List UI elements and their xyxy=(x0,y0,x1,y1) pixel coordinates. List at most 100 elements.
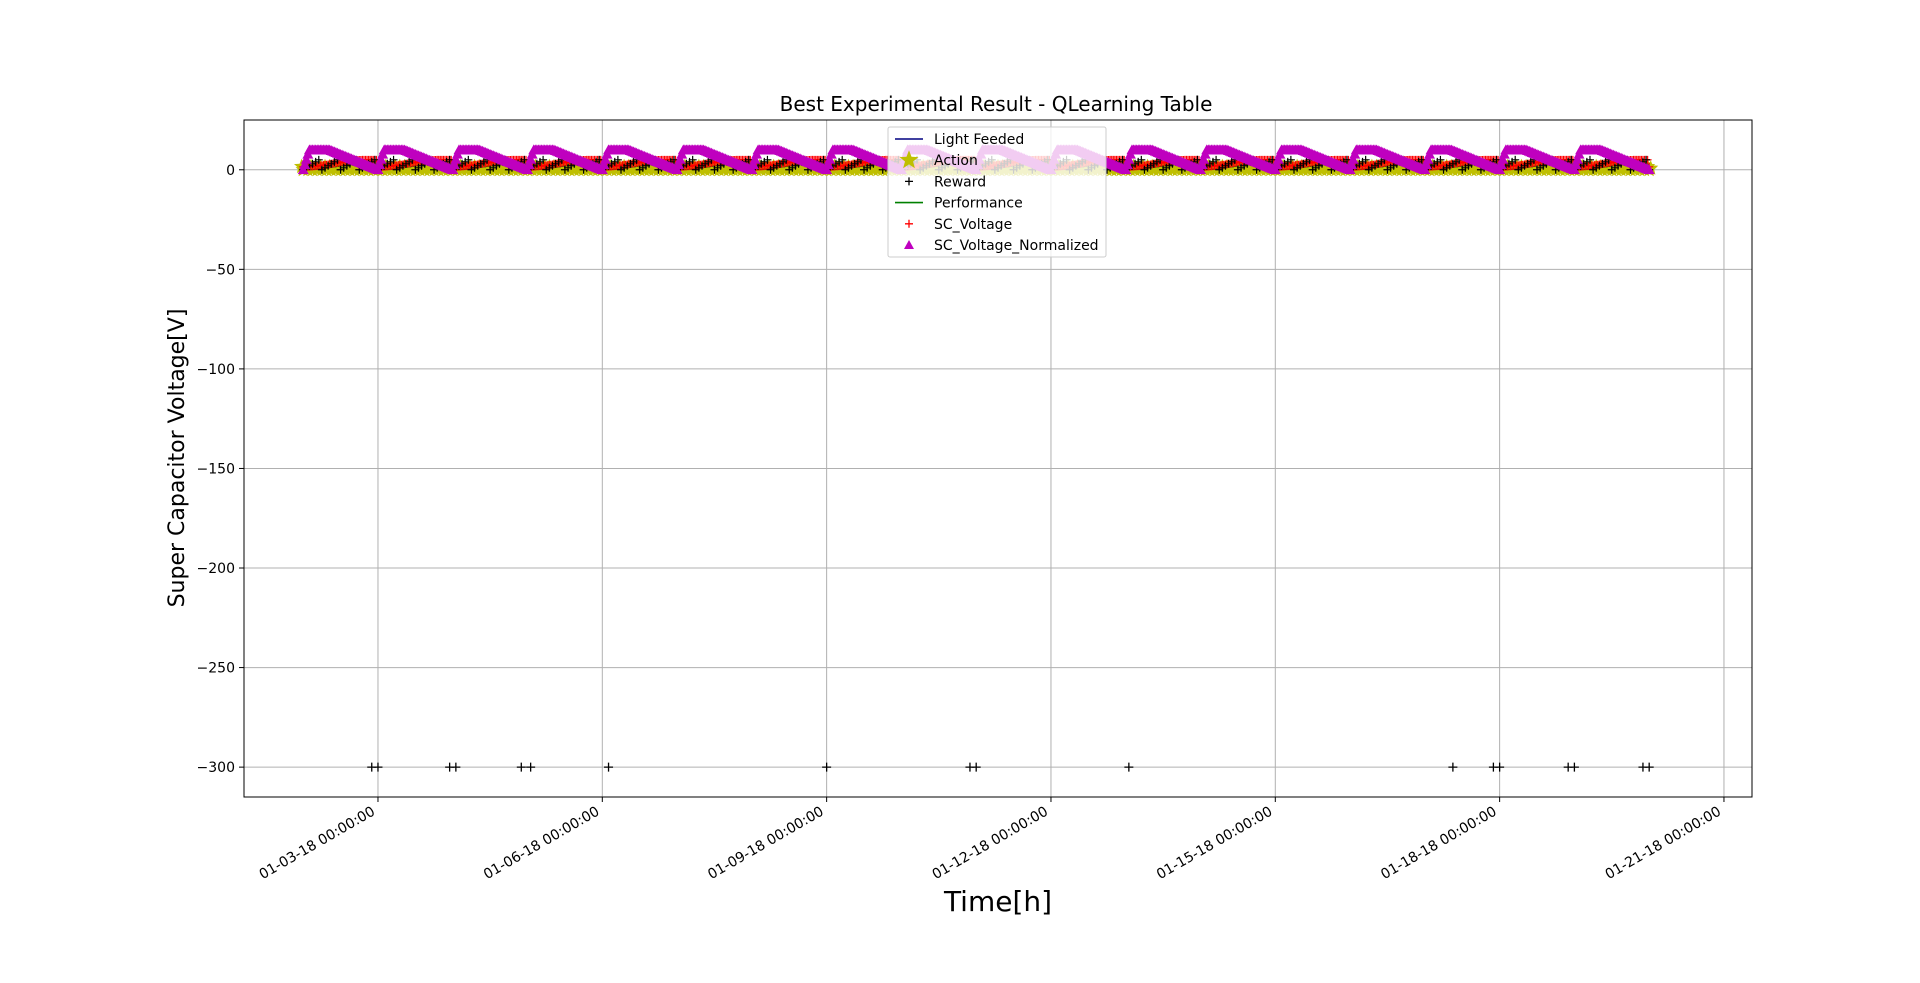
legend-item: SC_Voltage xyxy=(905,217,1012,233)
sc-voltage-normalized-point xyxy=(1347,153,1359,164)
x-axis-label: Time[h] xyxy=(943,885,1052,918)
sc-voltage-normalized-point xyxy=(522,164,534,175)
sc-voltage-normalized-point xyxy=(1572,153,1584,164)
reward-point xyxy=(1137,155,1146,164)
sc-voltage-normalized-point xyxy=(749,153,761,164)
sc-voltage-normalized-point xyxy=(1123,153,1135,164)
reward-point xyxy=(1118,155,1127,164)
sc-voltage-normalized-point xyxy=(1198,153,1210,164)
legend-label: Reward xyxy=(934,174,986,190)
sc-voltage-normalized-point xyxy=(746,164,758,175)
y-tick-label: −150 xyxy=(197,461,235,477)
reward-point xyxy=(744,155,753,164)
reward-point xyxy=(613,155,622,164)
sc-voltage-normalized-point xyxy=(300,153,312,164)
reward-outlier-point xyxy=(822,762,832,772)
sc-voltage-normalized-point xyxy=(1272,153,1284,164)
reward-point xyxy=(464,155,473,164)
sc-voltage-normalized-point xyxy=(599,153,611,164)
sc-voltage-normalized-point xyxy=(1570,159,1582,169)
sc-voltage-normalized-point xyxy=(374,159,386,169)
reward-outlier-point xyxy=(1495,762,1505,772)
reward-outlier-point xyxy=(526,762,536,772)
sc-voltage-normalized-point xyxy=(523,159,535,169)
reward-outlier-point xyxy=(1448,762,1458,772)
reward-point xyxy=(838,155,847,164)
reward-point xyxy=(819,155,828,164)
reward-point xyxy=(1585,155,1594,164)
sc-voltage-normalized-point xyxy=(1419,164,1431,175)
y-tick-label: −300 xyxy=(197,760,235,776)
legend-label: Light Feeded xyxy=(934,132,1024,148)
y-tick-label: −250 xyxy=(197,661,235,677)
legend-item: Performance xyxy=(895,196,1023,212)
reward-point xyxy=(1212,155,1221,164)
legend-star-swatch xyxy=(899,150,919,169)
sc-voltage-normalized-point xyxy=(448,159,460,169)
legend-plus-swatch xyxy=(905,219,913,228)
y-tick-label: 0 xyxy=(226,163,235,179)
legend-item: Light Feeded xyxy=(895,132,1024,148)
reward-outlier-point xyxy=(373,762,383,772)
reward-point xyxy=(669,155,678,164)
sc-voltage-normalized-point xyxy=(1643,164,1655,175)
y-axis-ticks: 0 −50 −100 −150 −200 −250 −300 xyxy=(197,163,244,776)
sc-voltage-normalized-point xyxy=(1495,159,1507,169)
legend-plus-swatch xyxy=(905,177,913,186)
reward-outlier-point xyxy=(1569,762,1579,772)
sc-voltage-normalized-point xyxy=(1120,164,1132,175)
reward-point xyxy=(1436,155,1445,164)
reward-point xyxy=(763,155,772,164)
legend-label: SC_Voltage_Normalized xyxy=(934,238,1099,254)
sc-voltage-normalized-point xyxy=(822,159,834,169)
reward-point xyxy=(314,155,323,164)
sc-voltage-normalized-point xyxy=(450,153,462,164)
reward-outlier-point xyxy=(1644,762,1654,772)
sc-voltage-normalized-point xyxy=(297,164,309,175)
sc-voltage-normalized-point xyxy=(673,159,685,169)
y-axis-label: Super Capacitor Voltage[V] xyxy=(165,309,190,608)
reward-point xyxy=(688,155,697,164)
sc-voltage-normalized-point xyxy=(1344,164,1356,175)
reward-point xyxy=(1268,155,1277,164)
reward-point xyxy=(1567,155,1576,164)
reward-point xyxy=(520,155,529,164)
sc-voltage-normalized-point xyxy=(299,159,311,169)
sc-voltage-normalized-point xyxy=(1494,164,1506,175)
sc-voltage-normalized-point xyxy=(821,164,833,175)
sc-voltage-normalized-point xyxy=(1271,159,1283,169)
sc-voltage-normalized-point xyxy=(747,159,759,169)
sc-voltage-normalized-point xyxy=(525,153,537,164)
sc-voltage-normalized-point xyxy=(1346,159,1358,169)
sc-voltage-normalized-point xyxy=(598,159,610,169)
sc-voltage-normalized-point xyxy=(1420,159,1432,169)
reward-point xyxy=(389,155,398,164)
sc-voltage-normalized-point xyxy=(674,153,686,164)
legend-item: Action xyxy=(899,150,978,169)
reward-point xyxy=(1342,155,1351,164)
legend-item: SC_Voltage_Normalized xyxy=(904,238,1099,254)
reward-outlier-point xyxy=(451,762,461,772)
y-tick-label: −100 xyxy=(197,362,235,378)
reward-point xyxy=(1417,155,1426,164)
sc-voltage-normalized-point xyxy=(372,164,384,175)
sc-voltage-normalized-point xyxy=(1568,164,1580,175)
reward-outlier-point xyxy=(971,762,981,772)
reward-point xyxy=(1511,155,1520,164)
legend-triangle-swatch xyxy=(904,240,914,249)
y-tick-label: −200 xyxy=(197,561,235,577)
reward-point xyxy=(1642,155,1651,164)
chart-title: Best Experimental Result - QLearning Tab… xyxy=(780,92,1213,116)
reward-point xyxy=(1492,155,1501,164)
reward-point xyxy=(1361,155,1370,164)
legend-label: Action xyxy=(934,153,978,169)
sc-voltage-normalized-point xyxy=(1497,153,1509,164)
sc-voltage-normalized-point xyxy=(824,153,836,164)
sc-voltage-normalized-point xyxy=(596,164,608,175)
sc-voltage-normalized-point xyxy=(375,153,387,164)
reward-outlier-point xyxy=(604,762,614,772)
legend-label: Performance xyxy=(934,196,1023,212)
reward-point xyxy=(1286,155,1295,164)
y-tick-label: −50 xyxy=(205,262,235,278)
